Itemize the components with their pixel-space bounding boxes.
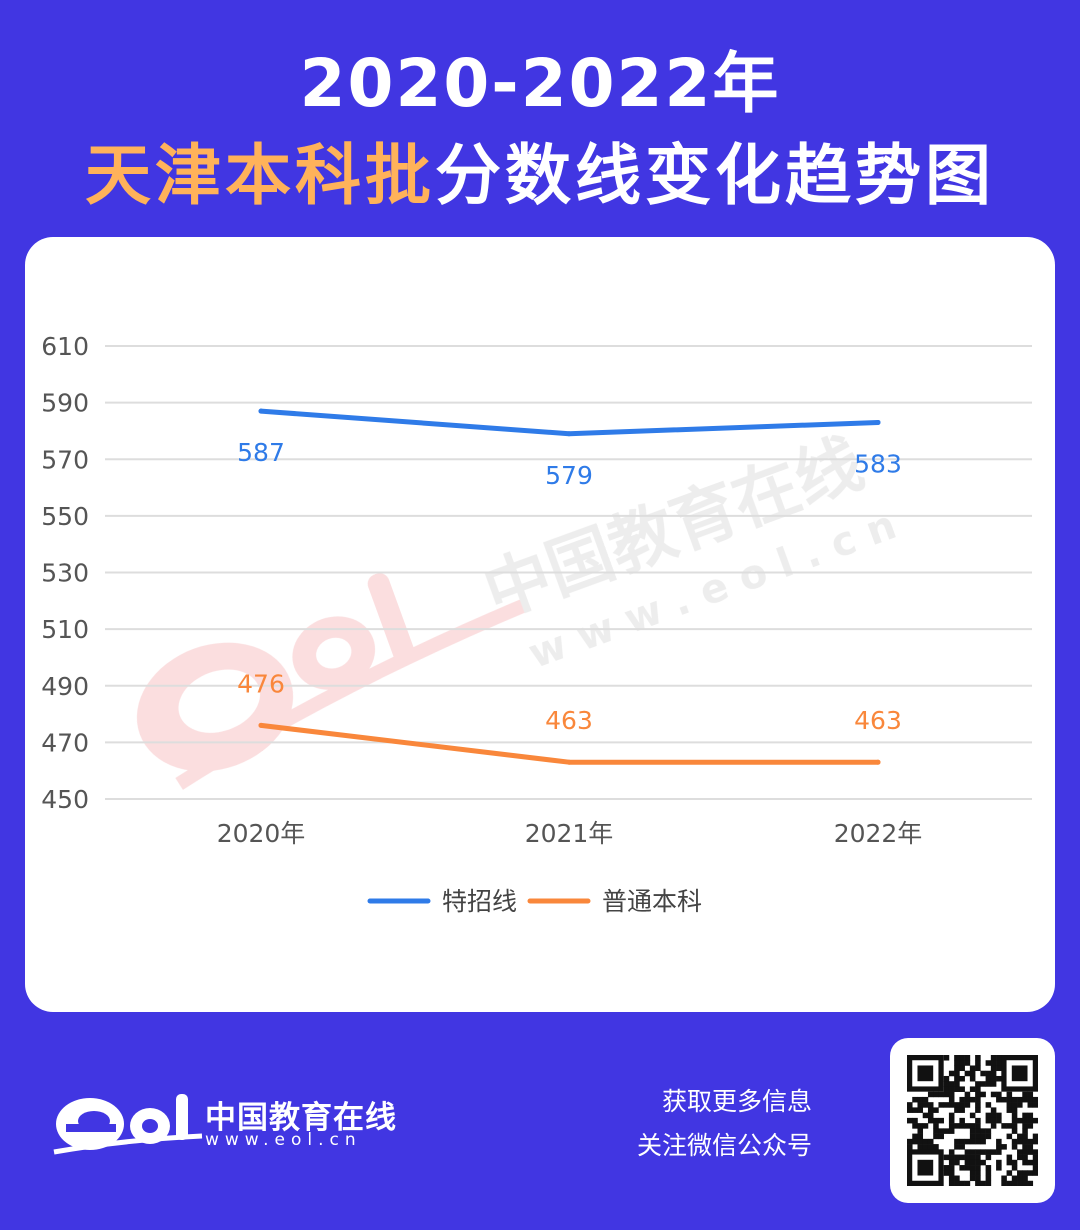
x-tick-label: 2022年 [834, 819, 923, 848]
x-tick-label: 2021年 [525, 819, 614, 848]
legend-label: 普通本科 [602, 887, 702, 916]
y-tick-label: 590 [41, 389, 89, 418]
legend-label: 特招线 [442, 887, 517, 916]
y-tick-label: 490 [41, 672, 89, 701]
brand-name: 中国教育在线 [205, 1100, 397, 1136]
data-label: 587 [237, 438, 285, 467]
y-axis: 450 470 490 510 530 550 570 590 610 [41, 332, 89, 814]
eol-logo-icon [53, 1094, 203, 1155]
y-tick-label: 550 [41, 502, 89, 531]
series-lines [258, 408, 881, 765]
y-tick-label: 470 [41, 728, 89, 757]
data-label: 583 [854, 449, 902, 478]
data-label: 476 [237, 669, 285, 698]
data-label: 463 [545, 706, 593, 735]
y-tick-label: 450 [41, 785, 89, 814]
line-chart: 中国教育在线 w w w . e o l . c n 450 470 490 510 5… [41, 332, 1032, 916]
grid-lines [105, 345, 1032, 800]
title-rest: 分数线变化趋势图 [435, 137, 995, 214]
info-line-1: 获取更多信息 [661, 1087, 812, 1116]
data-point [875, 759, 881, 765]
series-line-1 [258, 408, 881, 437]
data-label: 463 [854, 706, 902, 735]
data-point [258, 408, 264, 414]
data-point [258, 722, 264, 728]
qr-code [890, 1038, 1055, 1203]
y-tick-label: 530 [41, 559, 89, 588]
y-tick-label: 510 [41, 615, 89, 644]
title-line-1: 2020-2022年 [299, 45, 781, 122]
chart-card: 中国教育在线 w w w . e o l . c n 450 470 490 510 5… [25, 237, 1055, 1012]
brand-url: www.eol.cn [205, 1130, 362, 1150]
title-line-2: 天津本科批分数线变化趋势图 [0, 122, 1080, 218]
x-axis: 2020年 2021年 2022年 [217, 819, 923, 848]
data-label: 579 [545, 461, 593, 490]
data-point [875, 419, 881, 425]
data-labels: 587 579 583 476 463 463 [237, 438, 902, 735]
data-point [566, 431, 572, 437]
y-tick-label: 570 [41, 445, 89, 474]
info-line-2: 关注微信公众号 [636, 1131, 812, 1160]
y-tick-label: 610 [41, 332, 89, 361]
x-tick-label: 2020年 [217, 819, 306, 848]
legend: 特招线 普通本科 [367, 887, 702, 916]
title-highlight: 天津本科批 [85, 137, 435, 214]
watermark: 中国教育在线 w w w . e o l . c n [136, 424, 902, 790]
qr-code-icon [907, 1055, 1038, 1186]
data-point [566, 759, 572, 765]
